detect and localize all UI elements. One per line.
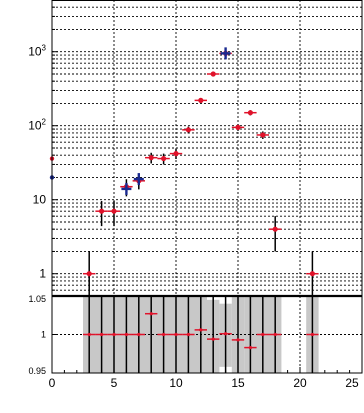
ratio-point bbox=[236, 338, 240, 342]
main-panel: 1 10 102 103 bbox=[28, 0, 363, 297]
data-point bbox=[86, 271, 92, 277]
data-point bbox=[247, 110, 253, 116]
x-tick-label: 20 bbox=[293, 376, 307, 390]
y-tick-label: 102 bbox=[28, 118, 46, 133]
data-series-red bbox=[83, 50, 319, 296]
ratio-point bbox=[174, 332, 178, 337]
data-point bbox=[210, 71, 216, 77]
ratio-y-tick-label: 1.05 bbox=[28, 294, 46, 304]
y-tick-label: 10 bbox=[33, 193, 47, 207]
ratio-point bbox=[273, 332, 277, 337]
ratio-y-tick-label: 1 bbox=[41, 330, 46, 340]
ratio-points bbox=[83, 296, 319, 373]
ratio-point bbox=[87, 332, 91, 337]
ratio-point bbox=[112, 332, 116, 337]
ratio-point bbox=[124, 332, 128, 337]
x-tick-label: 10 bbox=[169, 376, 183, 390]
ratio-point bbox=[162, 332, 166, 337]
ratio-point bbox=[149, 312, 153, 316]
ratio-point bbox=[248, 345, 252, 350]
ratio-point bbox=[100, 332, 104, 337]
y-tick-labels: 1 10 102 103 bbox=[28, 44, 46, 281]
data-point bbox=[111, 208, 117, 214]
data-point bbox=[235, 124, 241, 130]
x-tick-label: 5 bbox=[111, 376, 118, 390]
data-point bbox=[198, 97, 204, 103]
data-point bbox=[260, 132, 266, 138]
ratio-point bbox=[199, 328, 203, 332]
ratio-point bbox=[137, 332, 141, 337]
ratio-point bbox=[224, 332, 228, 336]
x-tick-label: 15 bbox=[231, 376, 245, 390]
data-point bbox=[185, 127, 191, 133]
ratio-panel: 0.95 1 1.05 0 5 10 15 20 25 bbox=[28, 294, 363, 390]
data-point bbox=[161, 155, 167, 162]
y-tick-label: 103 bbox=[28, 44, 46, 59]
ratio-y-tick-label: 0.95 bbox=[28, 366, 46, 376]
x-tick-label: 0 bbox=[49, 376, 56, 390]
ratio-y-tick-labels: 0.95 1 1.05 bbox=[28, 294, 46, 376]
ratio-point bbox=[310, 332, 314, 337]
data-point bbox=[272, 226, 278, 232]
ratio-point bbox=[261, 332, 265, 337]
main-panel-frame bbox=[51, 0, 363, 297]
ratio-point bbox=[186, 332, 190, 337]
data-series-blue bbox=[121, 47, 231, 195]
data-point bbox=[148, 155, 154, 161]
x-tick-label: 25 bbox=[345, 376, 359, 390]
x-tick-labels: 0 5 10 15 20 25 bbox=[49, 376, 359, 390]
data-point bbox=[309, 271, 315, 277]
y-tick-label: 1 bbox=[39, 267, 46, 281]
data-point bbox=[173, 151, 179, 157]
grid-lines bbox=[52, 0, 362, 297]
data-point bbox=[99, 208, 105, 214]
ratio-point bbox=[211, 337, 215, 341]
